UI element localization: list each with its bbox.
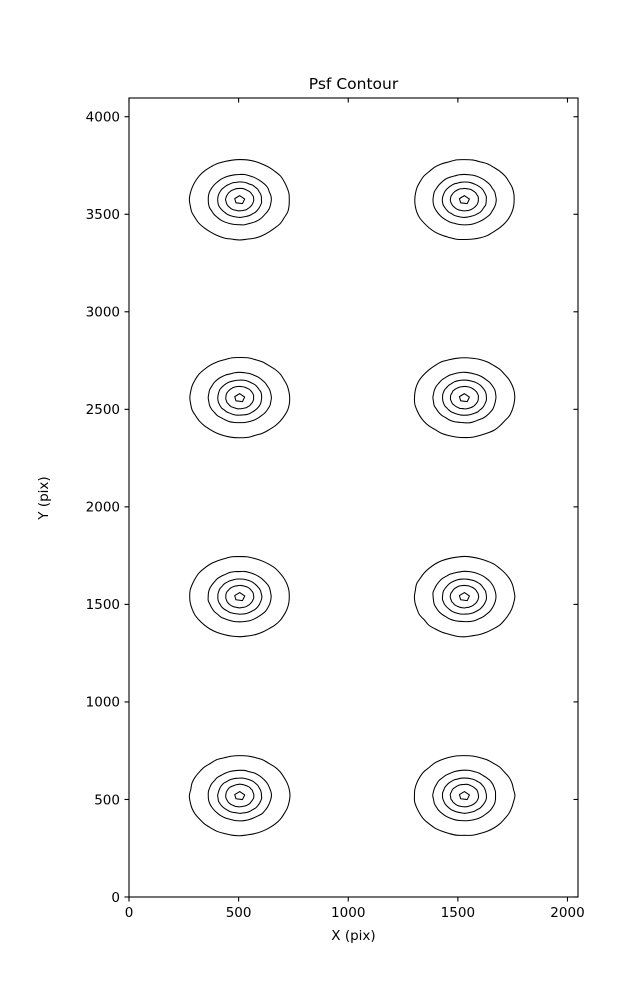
contour-group [188, 159, 516, 837]
contour-level-ring [458, 195, 470, 205]
y-tick-label: 500 [94, 792, 120, 808]
contour-level-ring [432, 371, 497, 424]
contour-level-ring [413, 357, 516, 439]
contour-level-ring [413, 755, 516, 836]
y-tick-label: 2500 [86, 402, 120, 418]
contour-level-ring [449, 783, 480, 808]
y-tick-label: 3000 [86, 305, 120, 321]
psf-contour-source [189, 356, 291, 439]
contour-level-ring [432, 173, 497, 226]
x-axis-label: X (pix) [331, 928, 375, 944]
psf-contour-source [188, 755, 291, 837]
contour-level-ring [234, 791, 246, 801]
y-tick-label: 0 [111, 890, 120, 906]
psf-contour-source [188, 159, 290, 241]
contour-level-ring [207, 371, 272, 424]
x-tick-label: 0 [125, 905, 134, 921]
chart-title: Psf Contour [309, 75, 399, 93]
y-tick-label: 3500 [86, 207, 120, 223]
psf-contour-source [413, 755, 516, 836]
x-tick-label: 2000 [550, 905, 584, 921]
contour-level-ring [413, 555, 516, 638]
contour-level-ring [225, 385, 255, 410]
contour-level-ring [234, 393, 246, 403]
tick-marks [124, 98, 578, 902]
contour-level-ring [217, 379, 263, 416]
contour-level-ring [449, 187, 479, 212]
psf-contour-source [414, 159, 515, 241]
contour-level-ring [414, 159, 515, 241]
y-axis-label: Y (pix) [36, 476, 52, 520]
contour-level-ring [449, 584, 480, 609]
contour-level-ring [189, 356, 291, 439]
y-tick-label: 1500 [86, 597, 120, 613]
psf-contour-source [189, 556, 290, 638]
contour-level-ring [207, 769, 273, 822]
contour-level-ring [441, 578, 488, 615]
contour-level-ring [449, 385, 480, 410]
psf-contour-source [413, 357, 516, 439]
contour-level-ring [458, 592, 470, 602]
x-tick-label: 1500 [441, 905, 475, 921]
contour-level-ring [217, 578, 263, 615]
contour-level-ring [207, 570, 272, 623]
x-tick-label: 1000 [331, 905, 365, 921]
x-tick-labels: 0 500 1000 1500 2000 [125, 905, 585, 921]
contour-level-ring [225, 584, 255, 609]
contour-level-ring [458, 791, 470, 801]
contour-level-ring [432, 570, 497, 623]
contour-level-ring [442, 379, 487, 416]
contour-level-ring [458, 393, 470, 403]
contour-level-ring [207, 173, 272, 226]
axes-frame [128, 97, 579, 898]
contour-level-ring [234, 195, 246, 205]
contour-level-ring [224, 187, 255, 212]
contour-level-ring [441, 777, 488, 814]
contour-level-ring [188, 159, 290, 241]
y-tick-label: 4000 [86, 110, 120, 126]
contour-level-ring [217, 181, 263, 218]
x-tick-label: 500 [226, 905, 252, 921]
contour-level-ring [225, 783, 255, 808]
y-tick-label: 2000 [86, 500, 120, 516]
y-tick-label: 1000 [86, 695, 120, 711]
contour-level-ring [441, 181, 487, 218]
contour-level-ring [234, 592, 246, 602]
psf-contour-source [413, 555, 516, 638]
y-tick-labels: 0 500 1000 1500 2000 2500 3000 3500 4000 [86, 110, 120, 906]
contour-level-ring [217, 777, 263, 814]
contour-level-ring [188, 755, 291, 837]
contour-level-ring [189, 556, 290, 638]
contour-level-ring [432, 769, 497, 822]
